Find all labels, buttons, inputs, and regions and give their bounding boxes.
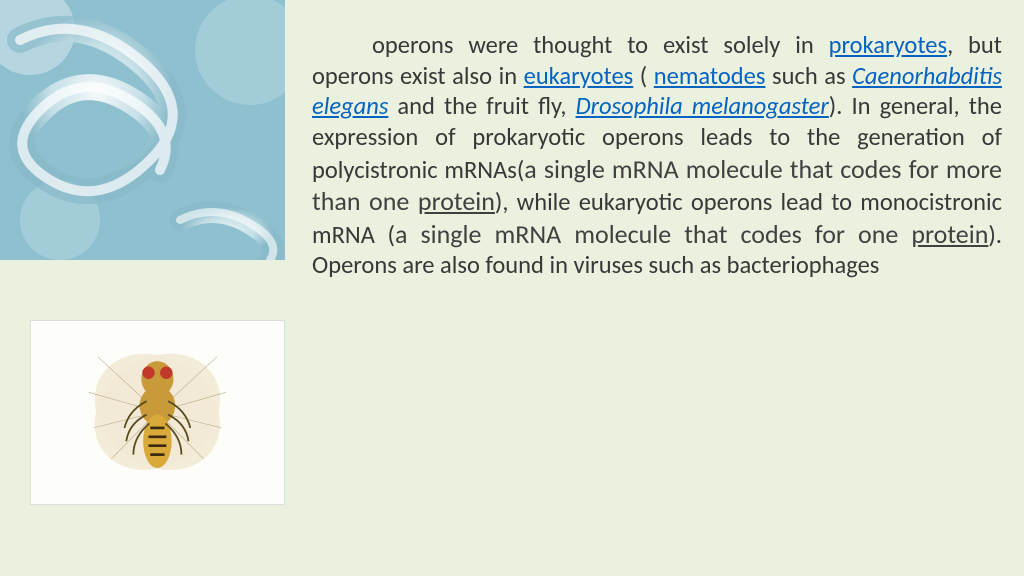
paragraph-text: operons were thought to exist solely in … <box>312 30 1002 281</box>
link-drosophila[interactable]: Drosophila melanogaster <box>576 91 829 121</box>
nematode-image <box>0 0 285 260</box>
link-protein-2[interactable]: protein <box>911 218 988 250</box>
link-nematodes[interactable]: nematodes <box>654 61 766 91</box>
text: operons were thought to exist solely in <box>372 30 829 60</box>
text: and the fruit fly, <box>388 91 575 121</box>
drosophila-image <box>30 320 285 505</box>
text: such as <box>765 61 852 91</box>
link-protein-1[interactable]: protein <box>418 185 495 217</box>
link-eukaryotes[interactable]: eukaryotes <box>524 61 634 91</box>
text: ( <box>633 61 654 91</box>
link-prokaryotes[interactable]: prokaryotes <box>829 30 948 60</box>
definition-monocistronic: a single mRNA molecule that codes for on… <box>395 218 911 250</box>
